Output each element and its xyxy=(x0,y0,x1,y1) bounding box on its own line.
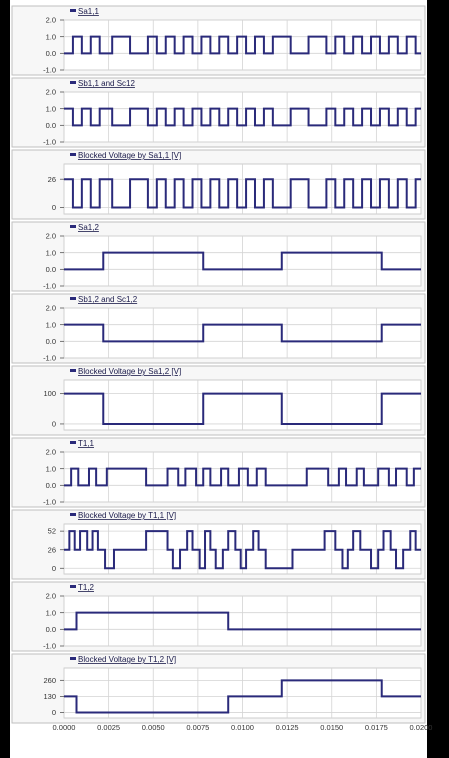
waveform-trace xyxy=(64,392,421,425)
x-tick-label: 0.0175 xyxy=(365,723,388,732)
x-tick-label: 0.0200 xyxy=(410,723,433,732)
waveform-trace xyxy=(64,251,421,271)
y-tick-label: 130 xyxy=(43,692,56,701)
y-tick-label: 26 xyxy=(48,175,56,184)
scope-panel-8: 52 26 0 Blocked Voltage by T1,1 [V] xyxy=(11,509,426,580)
left-border xyxy=(0,0,10,758)
legend-label: Blocked Voltage by Sa1,2 [V] xyxy=(78,367,181,376)
scope-panel-5: 2.0 1.0 0.0 -1.0 Sb1,2 and Sc1,2 xyxy=(11,293,426,364)
legend-label: Sa1,2 xyxy=(78,223,99,232)
y-tick-label: 2.0 xyxy=(46,232,56,241)
legend-swatch xyxy=(70,369,76,372)
legend-swatch xyxy=(70,9,76,12)
x-tick-label: 0.0125 xyxy=(276,723,299,732)
scope-panel-9: 2.0 1.0 0.0 -1.0 T1,2 xyxy=(11,581,426,652)
scope-panel-10: 260 130 0 Blocked Voltage by T1,2 [V] xyxy=(11,653,426,724)
y-tick-label: -1.0 xyxy=(43,354,56,363)
legend-label: Sa1,1 xyxy=(78,7,99,16)
x-tick-label: 0.0150 xyxy=(320,723,343,732)
y-tick-label: 0 xyxy=(52,708,56,717)
y-tick-label: 100 xyxy=(43,389,56,398)
y-tick-label: 260 xyxy=(43,676,56,685)
scope-panel-3: 26 0 Blocked Voltage by Sa1,1 [V] xyxy=(11,149,426,220)
legend-label: T1,1 xyxy=(78,439,95,448)
legend-swatch xyxy=(70,297,76,300)
scope-panel-7: 2.0 1.0 0.0 -1.0 T1,1 xyxy=(11,437,426,508)
y-tick-label: 26 xyxy=(48,545,56,554)
scope-panel-1: 2.0 1.0 0.0 -1.0 Sa1,1 xyxy=(11,5,426,76)
waveform-trace xyxy=(64,323,421,343)
right-border xyxy=(427,0,449,758)
waveform-trace xyxy=(64,107,421,127)
y-tick-label: 0.0 xyxy=(46,265,56,274)
x-axis: 0.0000 0.0025 0.0050 0.0075 0.0100 0.0125 0.01… xyxy=(53,723,433,732)
waveform-trace xyxy=(64,178,421,209)
y-tick-label: 2.0 xyxy=(46,16,56,25)
y-tick-label: 1.0 xyxy=(46,464,56,473)
legend-label: Blocked Voltage by Sa1,1 [V] xyxy=(78,151,181,160)
y-tick-label: -1.0 xyxy=(43,66,56,75)
legend-swatch xyxy=(70,513,76,516)
legend-label: Sb1,2 and Sc1,2 xyxy=(78,295,138,304)
y-tick-label: 0.0 xyxy=(46,49,56,58)
y-tick-label: 0.0 xyxy=(46,625,56,634)
scope-panel-2: 2.0 1.0 0.0 -1.0 Sb1,1 and Sc12 xyxy=(11,77,426,148)
y-tick-label: 0.0 xyxy=(46,481,56,490)
legend-label: Blocked Voltage by T1,2 [V] xyxy=(78,655,176,664)
y-tick-label: 1.0 xyxy=(46,104,56,113)
y-tick-label: 0.0 xyxy=(46,337,56,346)
waveform-trace xyxy=(64,679,421,714)
legend-label: T1,2 xyxy=(78,583,95,592)
y-tick-label: 2.0 xyxy=(46,592,56,601)
y-tick-label: 2.0 xyxy=(46,88,56,97)
y-tick-label: -1.0 xyxy=(43,282,56,291)
legend-swatch xyxy=(70,225,76,228)
y-tick-label: 0 xyxy=(52,564,56,573)
x-tick-label: 0.0025 xyxy=(97,723,120,732)
legend-swatch xyxy=(70,441,76,444)
waveform-trace xyxy=(64,611,421,631)
legend-label: Blocked Voltage by T1,1 [V] xyxy=(78,511,176,520)
y-tick-label: 0.0 xyxy=(46,121,56,130)
scope-panel-4: 2.0 1.0 0.0 -1.0 Sa1,2 xyxy=(11,221,426,292)
y-tick-label: -1.0 xyxy=(43,498,56,507)
x-tick-label: 0.0100 xyxy=(231,723,254,732)
y-tick-label: 2.0 xyxy=(46,448,56,457)
x-tick-label: 0.0000 xyxy=(53,723,76,732)
y-tick-label: 1.0 xyxy=(46,32,56,41)
legend-swatch xyxy=(70,585,76,588)
y-tick-label: 52 xyxy=(48,527,56,536)
y-tick-label: -1.0 xyxy=(43,138,56,147)
y-tick-label: 0 xyxy=(52,203,56,212)
waveform-trace xyxy=(64,530,421,570)
waveform-trace xyxy=(64,35,421,55)
x-tick-label: 0.0050 xyxy=(142,723,165,732)
waveform-trace xyxy=(64,467,421,487)
legend-label: Sb1,1 and Sc12 xyxy=(78,79,135,88)
y-tick-label: 1.0 xyxy=(46,320,56,329)
legend-swatch xyxy=(70,153,76,156)
y-tick-label: -1.0 xyxy=(43,642,56,651)
scope-panel-6: 100 0 Blocked Voltage by Sa1,2 [V] xyxy=(11,365,426,436)
y-tick-label: 2.0 xyxy=(46,304,56,313)
legend-swatch xyxy=(70,657,76,660)
x-tick-label: 0.0075 xyxy=(186,723,209,732)
y-tick-label: 1.0 xyxy=(46,608,56,617)
y-tick-label: 1.0 xyxy=(46,248,56,257)
legend-swatch xyxy=(70,81,76,84)
y-tick-label: 0 xyxy=(52,420,56,429)
